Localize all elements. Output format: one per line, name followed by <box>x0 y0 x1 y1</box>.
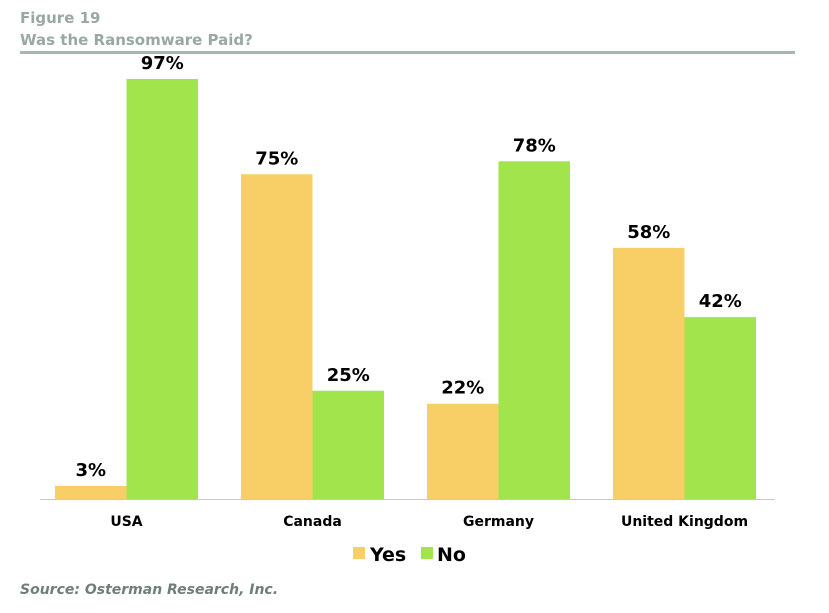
bar-germany-yes <box>427 403 499 499</box>
title-divider <box>20 51 795 54</box>
legend-label-no: No <box>437 544 466 566</box>
value-label-usa-yes: 3% <box>75 460 106 481</box>
category-label-united-kingdom: United Kingdom <box>621 514 748 530</box>
bar-germany-no <box>498 161 570 499</box>
value-label-usa-no: 97% <box>141 53 184 74</box>
value-label-germany-yes: 22% <box>441 378 484 399</box>
bars-group <box>55 79 756 499</box>
value-label-germany-no: 78% <box>513 135 556 156</box>
bar-usa-yes <box>55 486 127 499</box>
bar-canada-yes <box>241 174 313 499</box>
bar-united-kingdom-yes <box>613 247 685 499</box>
value-label-united-kingdom-no: 42% <box>699 291 742 312</box>
category-label-germany: Germany <box>463 514 534 530</box>
legend-label-yes: Yes <box>369 544 406 566</box>
bar-usa-no <box>126 79 198 499</box>
category-label-canada: Canada <box>283 514 342 530</box>
category-labels-group: USA Canada Germany United Kingdom <box>110 514 748 530</box>
legend-swatch-no <box>421 547 433 559</box>
value-label-canada-yes: 75% <box>255 148 298 169</box>
category-label-usa: USA <box>110 514 142 530</box>
source-note: Source: Osterman Research, Inc. <box>20 582 279 598</box>
bar-canada-no <box>312 390 384 499</box>
figure-number: Figure 19 <box>20 9 101 27</box>
legend-swatch-yes <box>353 547 365 559</box>
value-label-canada-no: 25% <box>327 365 370 386</box>
value-labels-group: 3% 97% 75% 25% 22% 78% 58% 42% <box>75 53 741 481</box>
bar-united-kingdom-no <box>684 317 756 499</box>
legend: Yes No <box>353 544 466 566</box>
figure-title: Was the Ransomware Paid? <box>20 31 253 49</box>
value-label-united-kingdom-yes: 58% <box>627 222 670 243</box>
